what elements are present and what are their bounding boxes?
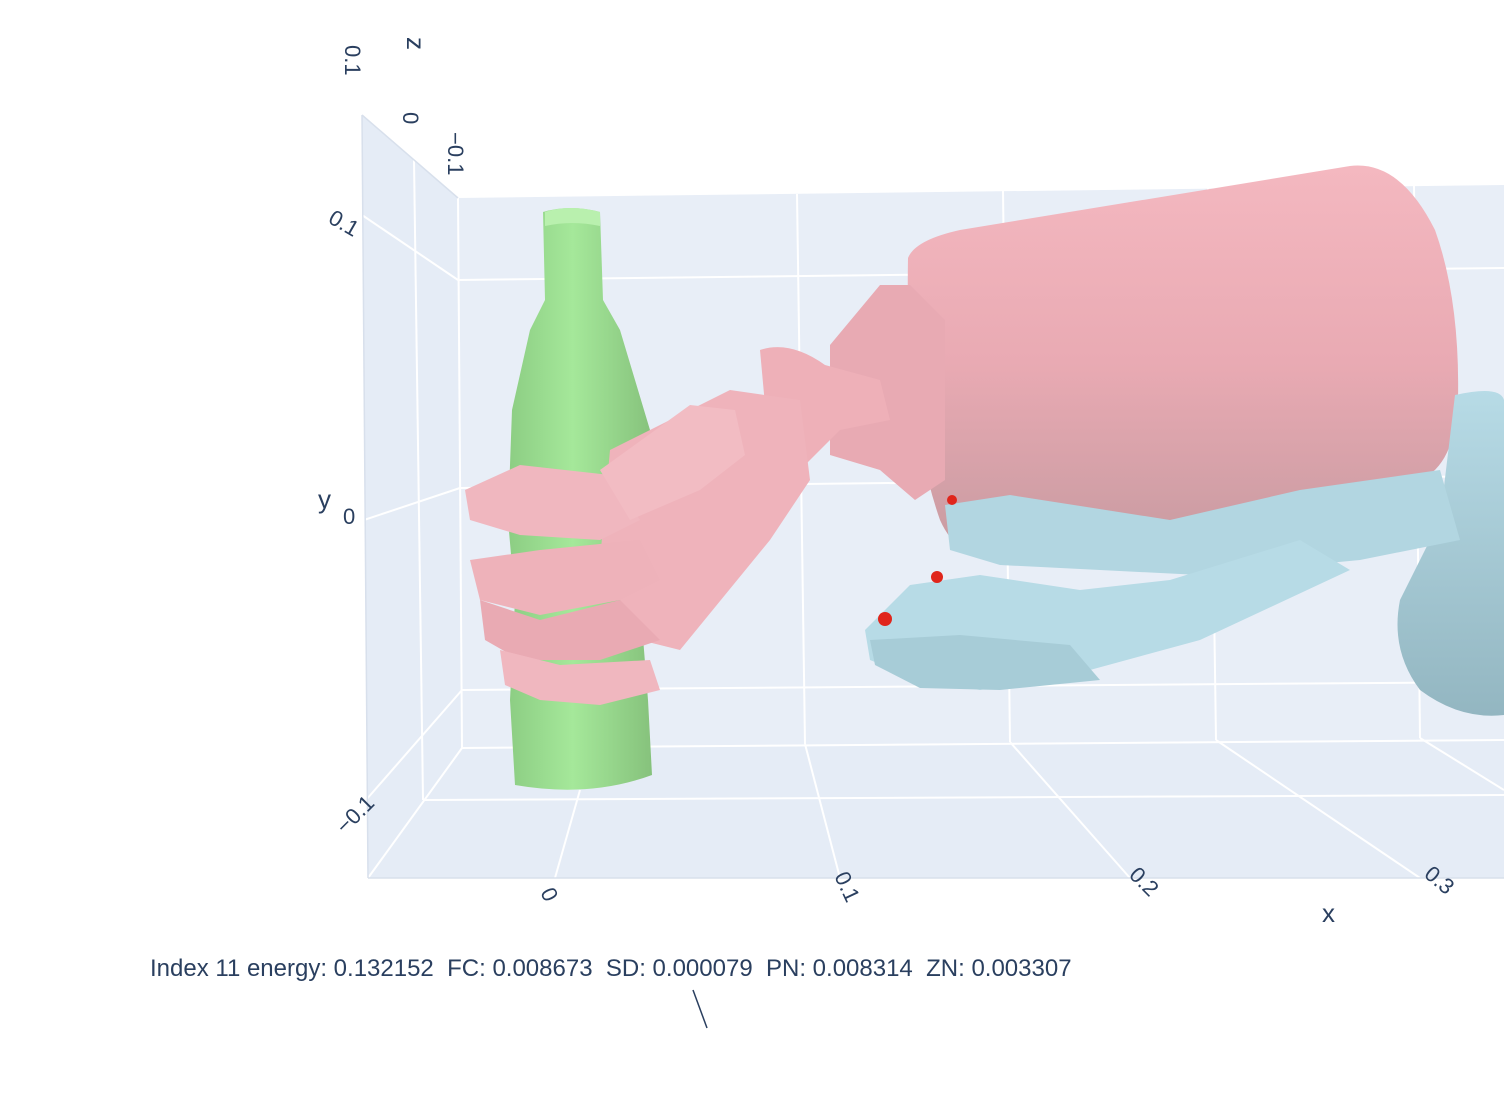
y-tick-label: 0.1 xyxy=(325,205,364,242)
contact-point xyxy=(931,571,943,583)
z-tick-label: −0.1 xyxy=(443,132,468,175)
contact-point xyxy=(947,495,957,505)
contact-points xyxy=(878,495,957,626)
pane-edges xyxy=(361,114,1504,879)
y-tick-label: 0 xyxy=(343,504,355,529)
z-tick-label: 0.1 xyxy=(340,45,365,76)
left-wall-pane xyxy=(362,115,462,878)
z-axis-title: z xyxy=(401,37,431,50)
z-axis-ticks: 0.1 0 −0.1 z xyxy=(340,37,468,175)
contact-point xyxy=(878,612,892,626)
robot-hand-rest-mesh xyxy=(865,391,1504,716)
z-tick-label: 0 xyxy=(398,112,423,124)
floor-pane xyxy=(368,740,1504,878)
robot-hand-grasp-mesh xyxy=(465,165,1459,705)
annotation-arrow xyxy=(692,989,708,1029)
y-axis-title: y xyxy=(318,484,331,514)
energy-annotation: Index 11 energy: 0.132152 FC: 0.008673 S… xyxy=(150,955,1072,982)
x-tick-label: 0 xyxy=(535,884,563,906)
x-axis-title: x xyxy=(1322,898,1335,928)
